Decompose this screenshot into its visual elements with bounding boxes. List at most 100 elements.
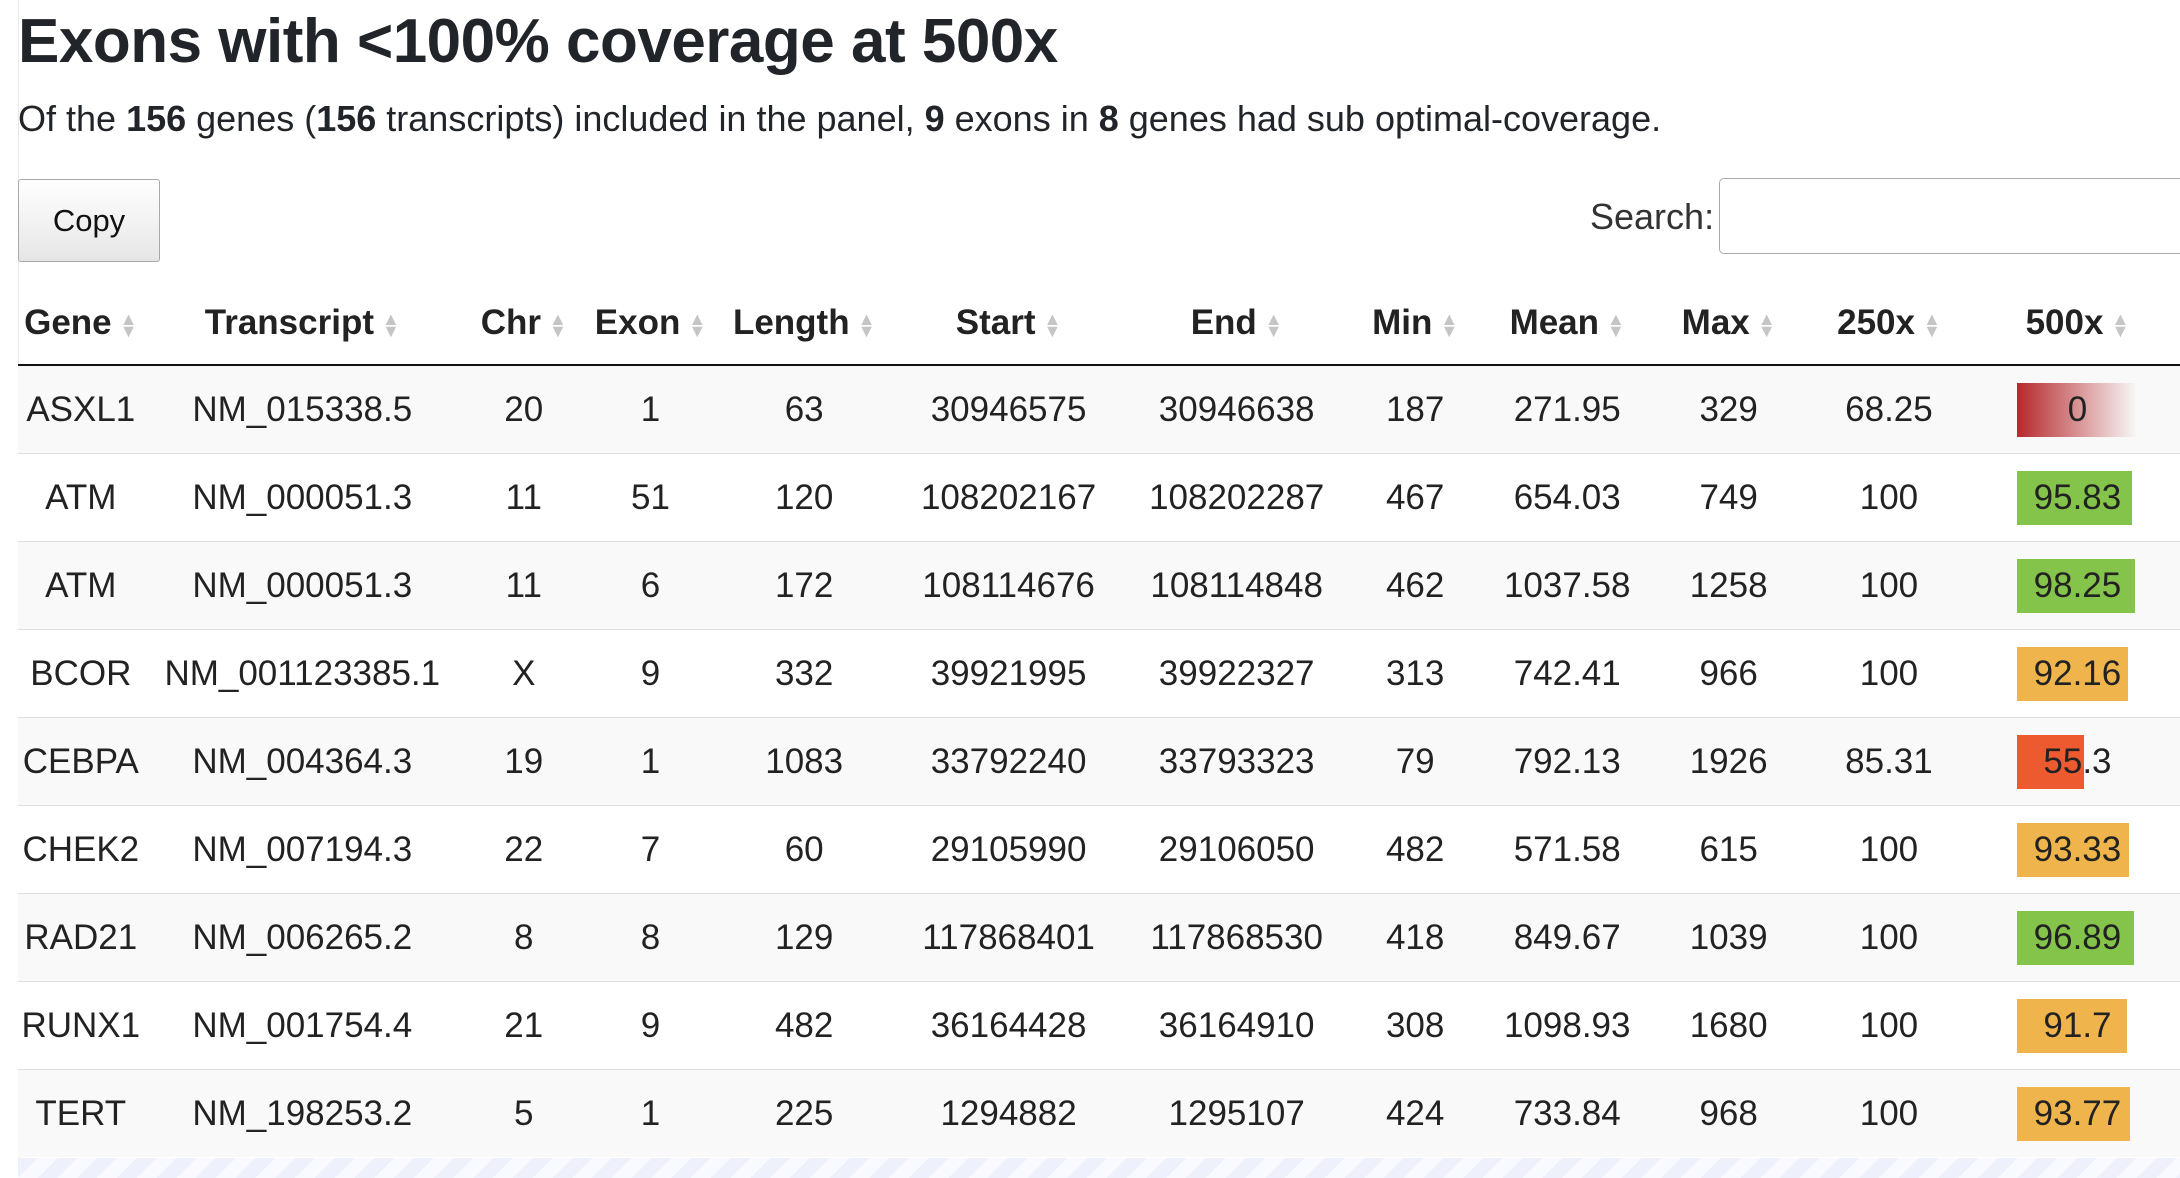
column-header-end[interactable]: End ▲ ▼: [1123, 282, 1351, 366]
column-header-label: Mean: [1509, 303, 1600, 342]
cell-gene: ATM: [18, 541, 144, 630]
cell-transcript: NM_007194.3: [143, 805, 461, 894]
cell-gene: CHEK2: [18, 805, 144, 894]
cell-cov-250x: 100: [1803, 541, 1975, 630]
cell-end: 117868530: [1123, 893, 1351, 982]
coverage-summary: Of the 156 genes (156 transcripts) inclu…: [18, 94, 1661, 144]
column-header-label: Max: [1681, 303, 1750, 342]
cell-start: 29105990: [893, 805, 1124, 894]
cell-transcript: NM_004364.3: [143, 717, 461, 806]
exon-count: 9: [924, 98, 945, 139]
column-header-start[interactable]: Start ▲ ▼: [893, 282, 1124, 366]
page-title: Exons with <100% coverage at 500x: [18, 7, 1058, 76]
cell-min: 313: [1350, 629, 1481, 718]
search-input[interactable]: [1719, 178, 2180, 254]
table-row[interactable]: ASXL1 NM_015338.5 20 1 63 30946575 30946638 187…: [18, 364, 2180, 454]
cell-exon: 6: [586, 541, 715, 630]
column-header-min[interactable]: Min ▲ ▼: [1350, 282, 1481, 366]
sort-arrows-icon: ▲ ▼: [1440, 308, 1459, 341]
sort-arrows-icon: ▲ ▼: [857, 308, 876, 341]
column-header-chr[interactable]: Chr ▲ ▼: [460, 282, 587, 366]
sort-arrows-icon: ▲ ▼: [1264, 308, 1283, 341]
column-header-mean[interactable]: Mean ▲ ▼: [1480, 282, 1655, 366]
cell-transcript: NM_001123385.1: [143, 629, 461, 718]
cell-gene: RUNX1: [18, 981, 144, 1070]
coverage-500x-fill: [2017, 646, 2129, 701]
column-header-cov-250x[interactable]: 250x ▲ ▼: [1803, 282, 1975, 366]
coverage-500x-fill: [2017, 558, 2136, 613]
cell-exon: 8: [586, 893, 715, 982]
table-row[interactable]: RUNX1 NM_001754.4 21 9 482 36164428 36164910 30…: [18, 981, 2180, 1070]
cell-cov-500x: 96.89: [1974, 893, 2180, 982]
cell-transcript: NM_015338.5: [143, 364, 461, 454]
cell-max: 1039: [1654, 893, 1804, 982]
cell-min: 79: [1350, 717, 1481, 806]
cell-max: 966: [1654, 629, 1804, 718]
cell-cov-500x: 91.7: [1974, 981, 2180, 1070]
column-header-gene[interactable]: Gene ▲ ▼: [18, 282, 144, 366]
coverage-500x-bar: 95.83: [2017, 470, 2137, 525]
search-label: Search:: [1590, 196, 1715, 237]
table-body: ASXL1 NM_015338.5 20 1 63 30946575 30946638 187…: [18, 364, 2180, 1157]
cell-exon: 1: [586, 364, 715, 454]
table-row[interactable]: CHEK2 NM_007194.3 22 7 60 29105990 29106050 482…: [18, 805, 2180, 894]
coverage-500x-fill: [2017, 734, 2084, 789]
coverage-500x-value: 92.16: [2033, 653, 2122, 693]
cell-gene: ATM: [18, 453, 144, 542]
cell-start: 1294882: [893, 1069, 1124, 1157]
coverage-500x-bar: 91.7: [2017, 998, 2137, 1053]
cell-mean: 571.58: [1480, 805, 1655, 894]
column-header-label: 250x: [1837, 303, 1915, 342]
sort-arrows-icon: ▲ ▼: [1043, 308, 1062, 341]
cell-exon: 9: [586, 981, 715, 1070]
column-header-label: Length: [732, 303, 850, 342]
table-row[interactable]: ATM NM_000051.3 11 6 172 108114676 108114848 46…: [18, 541, 2180, 630]
table-row[interactable]: CEBPA NM_004364.3 19 1 1083 33792240 33793323 7…: [18, 717, 2180, 806]
column-header-length[interactable]: Length ▲ ▼: [714, 282, 894, 366]
cell-end: 39922327: [1123, 629, 1351, 718]
cell-chr: X: [460, 629, 587, 718]
coverage-500x-bar: 55.3: [2017, 734, 2137, 789]
cell-end: 1295107: [1123, 1069, 1351, 1157]
cell-chr: 11: [460, 453, 587, 542]
cell-start: 108114676: [893, 541, 1124, 630]
cell-cov-250x: 100: [1803, 629, 1975, 718]
cell-min: 308: [1350, 981, 1481, 1070]
coverage-500x-fill: [2017, 822, 2130, 877]
summary-text: genes (: [186, 98, 317, 139]
cell-min: 467: [1350, 453, 1481, 542]
cell-exon: 51: [586, 453, 715, 542]
cell-mean: 654.03: [1480, 453, 1655, 542]
table-row[interactable]: ATM NM_000051.3 11 51 120 108202167 108202287 4…: [18, 453, 2180, 542]
table-row[interactable]: TERT NM_198253.2 5 1 225 1294882 1295107 424 733…: [18, 1069, 2180, 1157]
column-header-cov-500x[interactable]: 500x ▲ ▼: [1974, 282, 2180, 366]
cell-gene: RAD21: [18, 893, 144, 982]
coverage-500x-value: 93.33: [2033, 829, 2122, 869]
column-header-transcript[interactable]: Transcript ▲ ▼: [143, 282, 461, 366]
cell-max: 329: [1654, 364, 1804, 454]
sort-arrows-icon: ▲ ▼: [548, 308, 567, 341]
table-row[interactable]: RAD21 NM_006265.2 8 8 129 117868401 117868530 4…: [18, 893, 2180, 982]
table-row[interactable]: BCOR NM_001123385.1 X 9 332 39921995 39922327 3…: [18, 629, 2180, 718]
cell-start: 36164428: [893, 981, 1124, 1070]
table-footer-stripe: [18, 1158, 2180, 1178]
copy-button[interactable]: Copy: [18, 179, 160, 262]
cell-chr: 5: [460, 1069, 587, 1157]
coverage-500x-value: 91.7: [2043, 1005, 2112, 1045]
cell-end: 108114848: [1123, 541, 1351, 630]
coverage-500x-bar: 92.16: [2017, 646, 2137, 701]
cell-gene: BCOR: [18, 629, 144, 718]
coverage-500x-bar: 93.77: [2017, 1086, 2137, 1141]
cell-chr: 22: [460, 805, 587, 894]
cell-cov-250x: 85.31: [1803, 717, 1975, 806]
cell-length: 225: [714, 1069, 894, 1157]
cell-chr: 21: [460, 981, 587, 1070]
column-header-label: Exon: [594, 303, 681, 342]
column-header-exon[interactable]: Exon ▲ ▼: [586, 282, 715, 366]
cell-chr: 11: [460, 541, 587, 630]
coverage-500x-bar: 93.33: [2017, 822, 2137, 877]
cell-length: 120: [714, 453, 894, 542]
cell-mean: 271.95: [1480, 364, 1655, 454]
cell-max: 1926: [1654, 717, 1804, 806]
column-header-max[interactable]: Max ▲ ▼: [1654, 282, 1804, 366]
